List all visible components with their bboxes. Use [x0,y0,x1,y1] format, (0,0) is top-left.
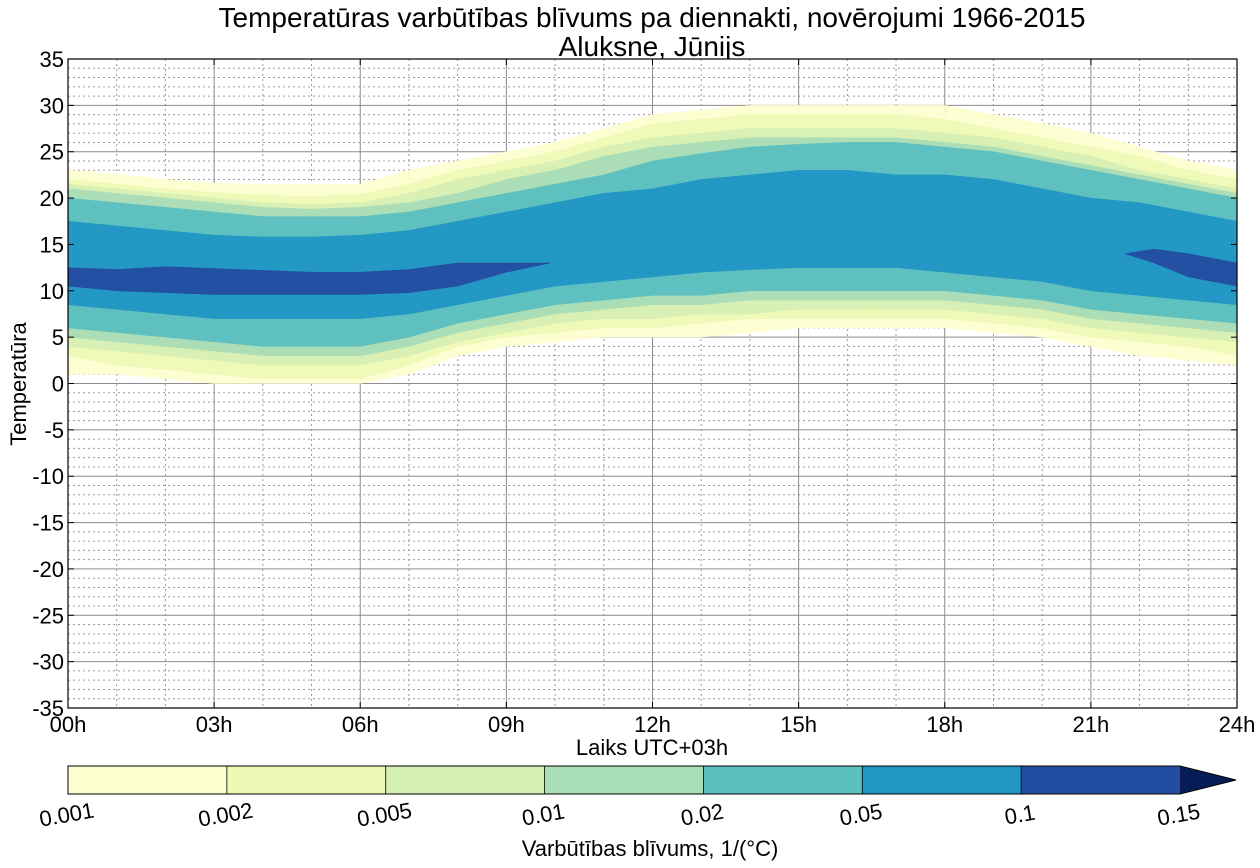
x-tick-label: 06h [342,712,379,737]
colorbar-label: Varbūtības blīvums, 1/(°C) [522,836,779,861]
colorbar: 0.001 0.002 0.005 0.01 0.02 0.05 0.1 0.15 [37,765,1237,832]
y-tick-label: 35 [40,47,64,72]
colorbar-tick-label: 0.002 [196,798,255,832]
colorbar-tick-label: 0.01 [520,799,567,831]
y-tick-label: -35 [32,696,64,721]
colorbar-tick-label: 0.1 [1003,800,1037,830]
contour-bands [67,105,1238,384]
chart-title: Temperatūras varbūtības blīvums pa dienn… [219,2,1086,33]
colorbar-outline [67,765,1237,795]
minor-grid [68,59,1237,708]
colorbar-extend-arrow [1180,766,1236,794]
colorbar-tick-label: 0.15 [1155,799,1202,831]
y-tick-label: 15 [40,232,64,257]
colorbar-segment [1021,766,1180,794]
y-tick-label: 10 [40,279,64,304]
colorbar-segment [544,766,704,794]
y-tick-label: -10 [32,464,64,489]
x-tick-label: 00h [50,712,87,737]
colorbar-tick-label: 0.05 [838,799,885,831]
y-tick-label: -25 [32,603,64,628]
x-axis-label: Laiks UTC+03h [576,735,728,760]
contour-band-0.1 [67,262,551,295]
y-tick-label: 5 [52,325,64,350]
x-tick-label: 12h [634,712,671,737]
y-tick-label: 20 [40,186,64,211]
colorbar-segment [862,766,1022,794]
y-tick-label: -20 [32,557,64,582]
y-tick-label: 0 [52,372,64,397]
x-tick-label: 18h [926,712,963,737]
x-tick-label: 21h [1073,712,1110,737]
y-tick-label: -5 [44,418,64,443]
y-tick-label: 25 [40,140,64,165]
y-axis-label: Temperatūra [6,321,31,445]
x-tick-label: 09h [488,712,525,737]
colorbar-segment [385,766,545,794]
x-tick-label: 15h [780,712,817,737]
y-tick-label: 30 [40,93,64,118]
x-tick-label: 03h [196,712,233,737]
chart-subtitle: Aluksne, Jūnijs [559,31,746,62]
colorbar-segment [226,766,386,794]
y-tick-label: -15 [32,511,64,536]
colorbar-tick-label: 0.02 [679,799,726,831]
y-tick-label: -30 [32,650,64,675]
colorbar-segment [68,766,227,794]
colorbar-segment [703,766,863,794]
x-tick-label: 24h [1219,712,1256,737]
colorbar-tick-label: 0.001 [37,798,96,832]
colorbar-tick-label: 0.005 [355,798,414,832]
